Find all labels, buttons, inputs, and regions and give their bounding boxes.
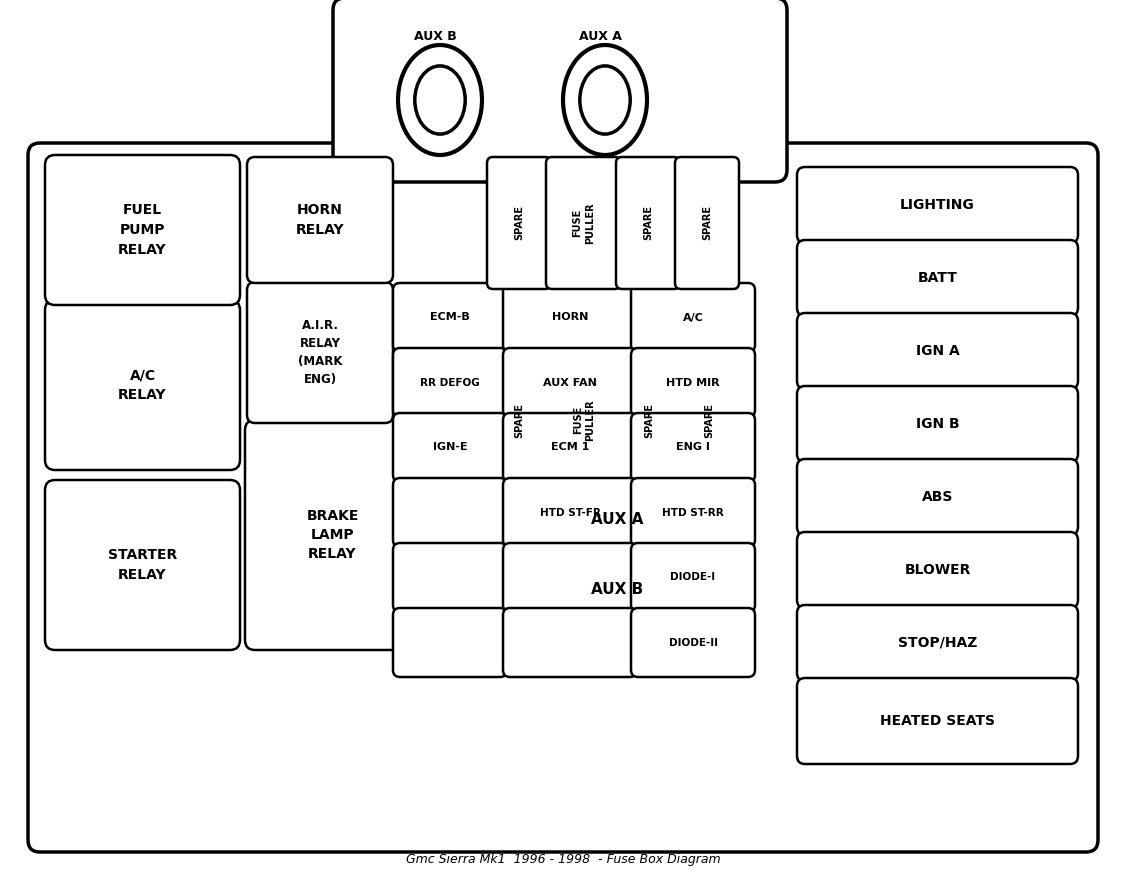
Text: DIODE-I: DIODE-I xyxy=(670,573,715,583)
FancyBboxPatch shape xyxy=(245,420,420,650)
Text: SPARE: SPARE xyxy=(513,206,524,241)
Text: SPARE: SPARE xyxy=(644,402,654,437)
Ellipse shape xyxy=(414,66,465,134)
FancyBboxPatch shape xyxy=(393,348,507,417)
Text: SPARE: SPARE xyxy=(701,206,712,241)
Text: HORN: HORN xyxy=(552,313,588,322)
FancyBboxPatch shape xyxy=(797,240,1078,316)
FancyBboxPatch shape xyxy=(45,300,240,470)
Text: AUX A: AUX A xyxy=(579,30,622,43)
Text: BATT: BATT xyxy=(918,271,957,285)
FancyBboxPatch shape xyxy=(677,354,741,486)
Text: ABS: ABS xyxy=(922,490,954,504)
Text: HORN
RELAY: HORN RELAY xyxy=(296,203,345,237)
FancyBboxPatch shape xyxy=(393,478,507,547)
FancyBboxPatch shape xyxy=(482,482,753,558)
Text: IGN A: IGN A xyxy=(915,344,959,358)
FancyBboxPatch shape xyxy=(393,543,507,612)
Text: FUSE
PULLER: FUSE PULLER xyxy=(573,399,596,441)
FancyBboxPatch shape xyxy=(333,0,787,182)
Text: HEATED SEATS: HEATED SEATS xyxy=(881,714,995,728)
FancyBboxPatch shape xyxy=(797,532,1078,608)
Text: AUX B: AUX B xyxy=(413,30,456,43)
Text: RR DEFOG: RR DEFOG xyxy=(420,378,480,387)
FancyBboxPatch shape xyxy=(797,386,1078,462)
FancyBboxPatch shape xyxy=(503,478,637,547)
Ellipse shape xyxy=(563,45,647,155)
FancyBboxPatch shape xyxy=(797,167,1078,243)
FancyBboxPatch shape xyxy=(393,413,507,482)
FancyBboxPatch shape xyxy=(546,157,622,289)
Text: IGN-E: IGN-E xyxy=(432,442,467,453)
Text: STOP/HAZ: STOP/HAZ xyxy=(897,636,977,650)
FancyBboxPatch shape xyxy=(631,608,756,677)
Text: AUX FAN: AUX FAN xyxy=(543,378,597,387)
FancyBboxPatch shape xyxy=(394,354,491,426)
FancyBboxPatch shape xyxy=(488,354,551,486)
FancyBboxPatch shape xyxy=(797,459,1078,535)
Text: ECM 1: ECM 1 xyxy=(551,442,589,453)
FancyBboxPatch shape xyxy=(631,543,756,612)
FancyBboxPatch shape xyxy=(631,283,756,352)
FancyBboxPatch shape xyxy=(797,678,1078,764)
FancyBboxPatch shape xyxy=(503,283,637,352)
Ellipse shape xyxy=(580,66,631,134)
FancyBboxPatch shape xyxy=(674,157,739,289)
Text: A/C
RELAY: A/C RELAY xyxy=(118,368,167,402)
FancyBboxPatch shape xyxy=(631,413,756,482)
FancyBboxPatch shape xyxy=(616,157,680,289)
FancyBboxPatch shape xyxy=(45,155,240,305)
FancyBboxPatch shape xyxy=(547,354,622,486)
Text: HTD MIR: HTD MIR xyxy=(667,378,720,387)
FancyBboxPatch shape xyxy=(488,157,551,289)
Text: BLOWER: BLOWER xyxy=(904,563,971,577)
FancyBboxPatch shape xyxy=(503,348,637,417)
FancyBboxPatch shape xyxy=(797,605,1078,681)
Text: BRAKE
LAMP
RELAY: BRAKE LAMP RELAY xyxy=(306,508,359,562)
Text: FUSE
PULLER: FUSE PULLER xyxy=(572,202,595,244)
FancyBboxPatch shape xyxy=(631,348,756,417)
Text: LIGHTING: LIGHTING xyxy=(900,198,975,212)
Text: ECM-B: ECM-B xyxy=(430,313,470,322)
Text: DIODE-II: DIODE-II xyxy=(669,638,717,647)
FancyBboxPatch shape xyxy=(247,282,393,423)
Text: HTD ST-RR: HTD ST-RR xyxy=(662,507,724,518)
Text: SPARE: SPARE xyxy=(643,206,653,241)
Text: A.I.R.
RELAY
(MARK
ENG): A.I.R. RELAY (MARK ENG) xyxy=(297,319,342,386)
Text: Gmc Sierra Mk1  1996 - 1998  - Fuse Box Diagram: Gmc Sierra Mk1 1996 - 1998 - Fuse Box Di… xyxy=(405,853,721,866)
FancyBboxPatch shape xyxy=(45,480,240,650)
Text: AUX B: AUX B xyxy=(591,583,644,597)
Text: AUX A: AUX A xyxy=(591,512,644,527)
FancyBboxPatch shape xyxy=(617,354,681,486)
Text: SPARE: SPARE xyxy=(704,402,714,437)
Text: IGN B: IGN B xyxy=(915,417,959,431)
FancyBboxPatch shape xyxy=(503,608,637,677)
FancyBboxPatch shape xyxy=(797,313,1078,389)
FancyBboxPatch shape xyxy=(28,143,1098,852)
Text: SPARE: SPARE xyxy=(513,402,524,437)
Text: A/C: A/C xyxy=(682,313,704,322)
FancyBboxPatch shape xyxy=(503,413,637,482)
FancyBboxPatch shape xyxy=(393,283,507,352)
FancyBboxPatch shape xyxy=(247,157,393,283)
FancyBboxPatch shape xyxy=(482,552,753,628)
FancyBboxPatch shape xyxy=(503,543,637,612)
Text: HTD ST-FR: HTD ST-FR xyxy=(539,507,600,518)
Text: ENG I: ENG I xyxy=(676,442,709,453)
Text: STARTER
RELAY: STARTER RELAY xyxy=(108,548,177,582)
FancyBboxPatch shape xyxy=(393,608,507,677)
Ellipse shape xyxy=(397,45,482,155)
Text: FUEL
PUMP
RELAY: FUEL PUMP RELAY xyxy=(118,203,167,257)
FancyBboxPatch shape xyxy=(631,478,756,547)
